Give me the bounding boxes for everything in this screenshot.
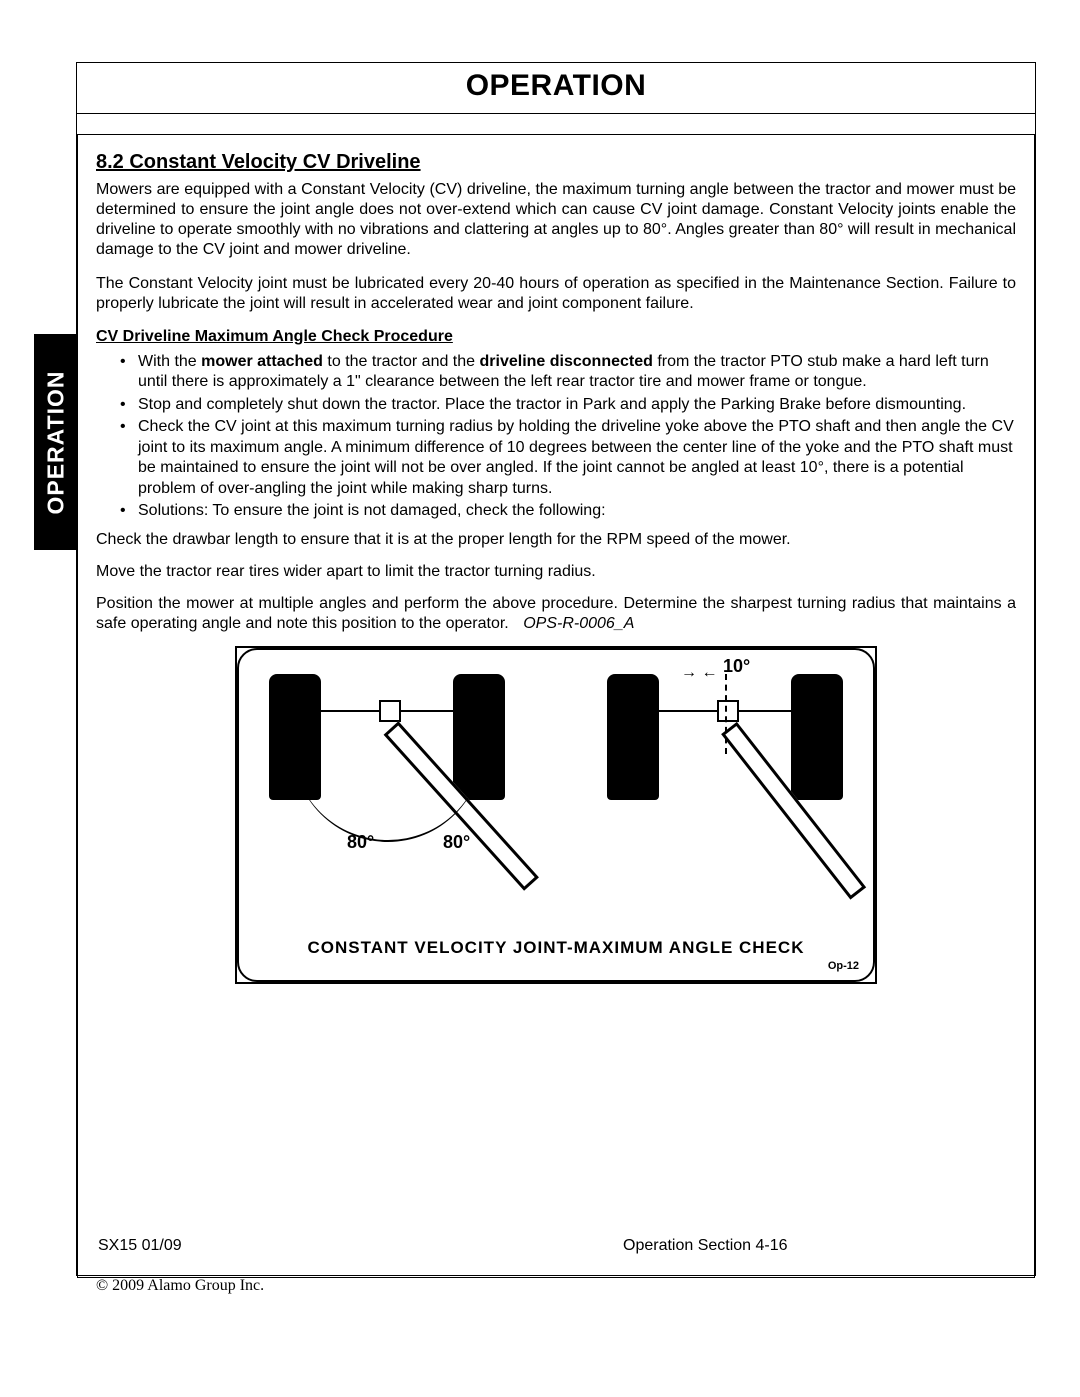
reference-line: [725, 674, 727, 754]
tire-icon: [791, 674, 843, 800]
hub-icon: [717, 700, 739, 722]
procedure-item-1: With the mower attached to the tractor a…: [120, 352, 1016, 393]
section-para-3: Position the mower at multiple angles an…: [96, 594, 1016, 634]
page-frame: OPERATION 8.2 Constant Velocity CV Drive…: [76, 62, 1036, 1276]
figure-caption: CONSTANT VELOCITY JOINT-MAXIMUM ANGLE CH…: [239, 932, 873, 960]
figure-diagram: 80° 80° → ← 10° CONSTANT VELOCITY JOINT-…: [237, 648, 875, 982]
page-title: OPERATION: [77, 63, 1035, 113]
hub-icon: [379, 700, 401, 722]
procedure-item-2: Stop and completely shut down the tracto…: [120, 395, 1016, 415]
angle-label-80-right: 80°: [443, 832, 470, 853]
section-heading: 8.2 Constant Velocity CV Driveline: [96, 151, 1016, 174]
section-para-1: Mowers are equipped with a Constant Velo…: [96, 180, 1016, 260]
copyright-line: © 2009 Alamo Group Inc.: [96, 1277, 264, 1295]
section-para-2: The Constant Velocity joint must be lubr…: [96, 274, 1016, 314]
procedure-list: With the mower attached to the tractor a…: [96, 352, 1016, 522]
reference-code: OPS-R-0006_A: [523, 615, 634, 632]
check-line-1: Check the drawbar length to ensure that …: [96, 530, 1016, 550]
side-tab-operation: OPERATION: [34, 334, 78, 550]
side-tab-label: OPERATION: [43, 370, 70, 514]
arrow-glyph: → ←: [681, 664, 717, 682]
figure-op-number: Op-12: [828, 960, 873, 978]
procedure-subhead: CV Driveline Maximum Angle Check Procedu…: [96, 328, 1016, 346]
footer-row: SX15 01/09 Operation Section 4-16: [98, 1237, 1018, 1255]
content-box: 8.2 Constant Velocity CV Driveline Mower…: [77, 134, 1035, 1278]
angle-label-80-left: 80°: [347, 832, 374, 853]
angle-arc: [293, 720, 483, 842]
figure-box: 80° 80° → ← 10° CONSTANT VELOCITY JOINT-…: [235, 646, 877, 984]
procedure-item-4: Solutions: To ensure the joint is not da…: [120, 501, 1016, 521]
procedure-item-3: Check the CV joint at this maximum turni…: [120, 417, 1016, 499]
footer-left: SX15 01/09: [98, 1237, 493, 1255]
footer-center: Operation Section 4-16: [493, 1237, 1018, 1255]
header-box: OPERATION: [77, 63, 1035, 114]
check-line-2: Move the tractor rear tires wider apart …: [96, 562, 1016, 582]
angle-label-10: 10°: [723, 656, 750, 677]
tire-icon: [607, 674, 659, 800]
